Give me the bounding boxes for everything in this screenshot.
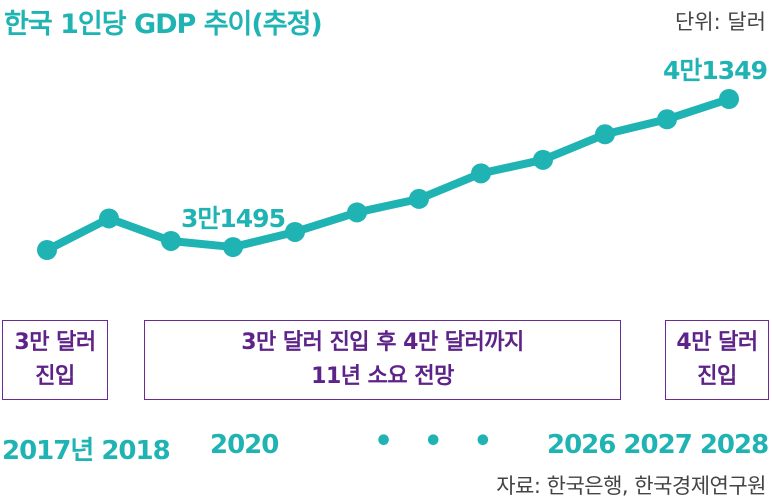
entry-40k-text: 4만 달러 진입 xyxy=(676,330,758,389)
data-point-2025 xyxy=(533,149,553,170)
entry-30k-box: 3만 달러 진입 xyxy=(2,320,108,400)
entry-40k-box: 4만 달러 진입 xyxy=(665,320,769,400)
year-ellipsis: • • • xyxy=(374,424,503,459)
interval-note-text: 3만 달러 진입 후 4만 달러까지 11년 소요 전망 xyxy=(241,330,524,389)
chart-title: 한국 1인당 GDP 추이(추정) xyxy=(4,9,323,40)
year-label-2026-2028: 2026 2027 2028 xyxy=(547,430,769,460)
data-point-2020 xyxy=(223,237,243,258)
unit-label: 단위: 달러 xyxy=(674,10,766,34)
data-point-2018 xyxy=(99,208,119,229)
data-points xyxy=(37,89,739,260)
entry-30k-text: 3만 달러 진입 xyxy=(14,330,96,389)
data-label-2028: 4만1349 xyxy=(663,56,767,85)
data-point-2027 xyxy=(657,109,677,130)
gdp-series-line xyxy=(43,95,733,254)
data-labels: 3만1495 4만1349 xyxy=(181,56,768,233)
interval-note-box: 3만 달러 진입 후 4만 달러까지 11년 소요 전망 xyxy=(144,320,621,400)
data-point-2021 xyxy=(285,221,305,242)
data-point-2017 xyxy=(37,240,57,260)
gdp-line-chart: 3만1495 4만1349 xyxy=(37,56,768,260)
source-note: 자료: 한국은행, 한국경제연구원 xyxy=(496,474,766,498)
data-point-2024 xyxy=(471,163,491,184)
data-label-2020: 3만1495 xyxy=(181,204,285,233)
data-point-2023 xyxy=(409,188,429,209)
data-point-2019 xyxy=(161,230,181,251)
data-point-2028 xyxy=(719,89,739,109)
year-label-2020: 2020 xyxy=(210,430,279,460)
data-point-2022 xyxy=(347,202,367,223)
year-label-2017-2018: 2017년 2018 xyxy=(2,436,171,466)
data-point-2026 xyxy=(595,124,615,145)
